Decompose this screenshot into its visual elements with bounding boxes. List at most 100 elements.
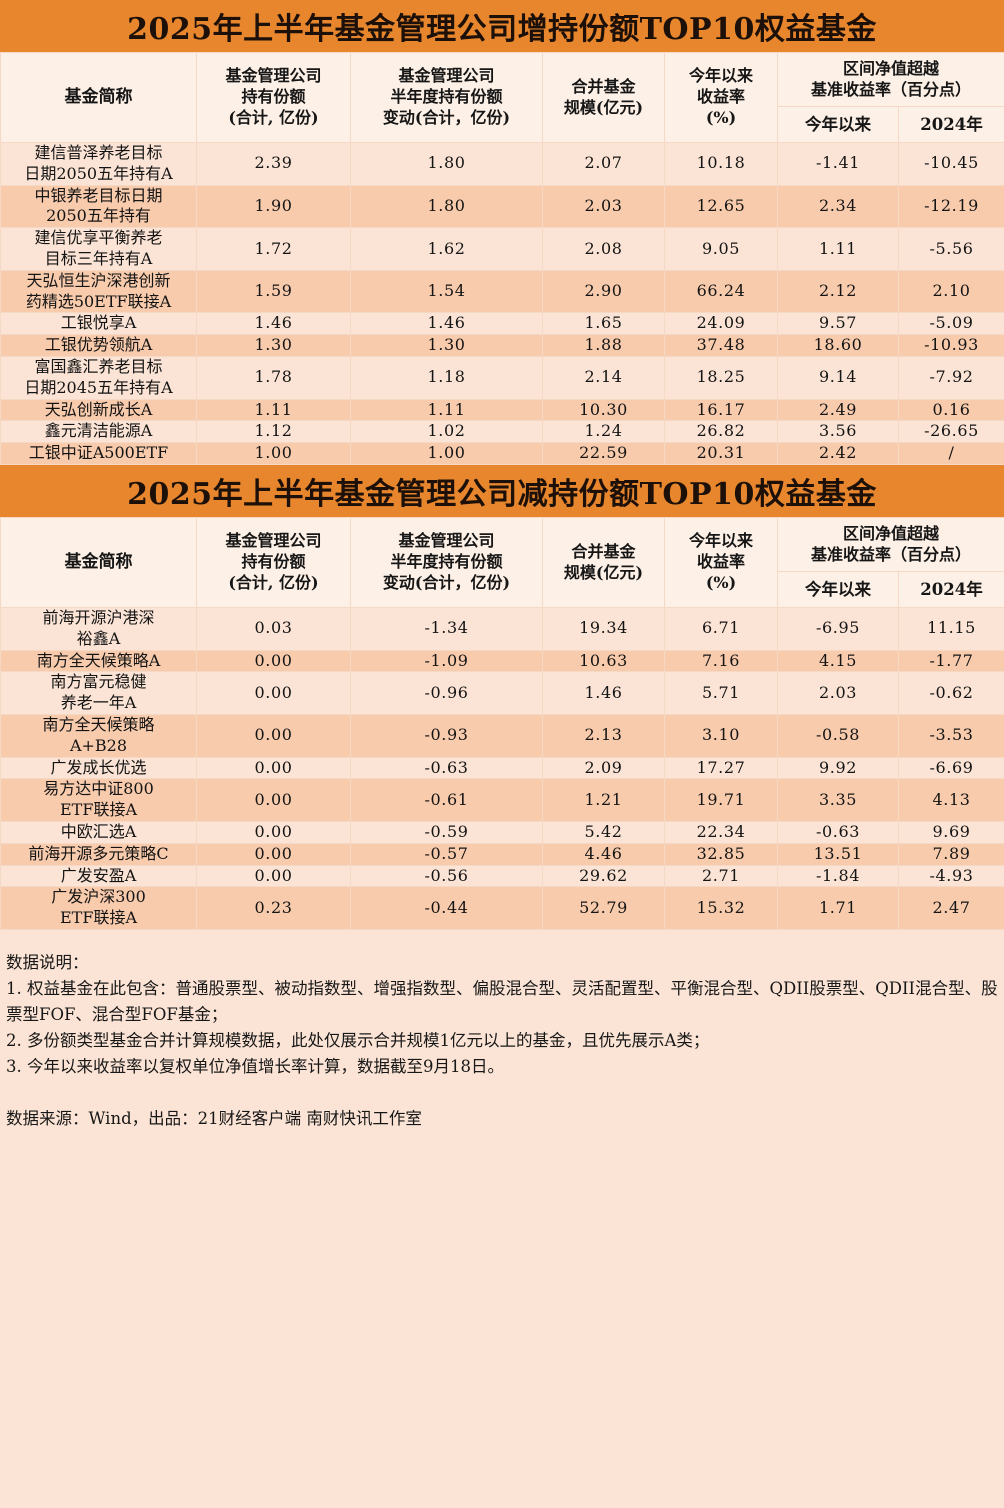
cell-holding: 1.90	[196, 184, 351, 229]
cell-change: 1.46	[350, 312, 543, 336]
cell-scale: 52.79	[542, 886, 665, 930]
table-row: 天弘创新成长A 1.11 1.11 10.30 16.17 2.49 0.16	[0, 398, 1004, 422]
cell-holding: 1.72	[196, 227, 351, 271]
table-row: 广发沪深300 ETF联接A 0.23 -0.44 52.79 15.32 1.…	[0, 886, 1004, 930]
th-ytd-return: 今年以来 收益率 (%)	[664, 516, 778, 609]
cell-holding: 0.00	[196, 778, 351, 822]
cell-excess-ytd: -6.95	[777, 607, 899, 651]
cell-excess-ytd: 4.15	[777, 649, 899, 673]
th-fund-scale: 合并基金 规模(亿元)	[542, 51, 665, 144]
cell-ytd: 3.10	[664, 714, 778, 758]
cell-fund-name: 易方达中证800 ETF联接A	[0, 778, 197, 822]
th-holding-shares: 基金管理公司 持有份额 (合计, 亿份)	[196, 51, 351, 144]
cell-scale: 2.90	[542, 269, 665, 314]
table-row: 易方达中证800 ETF联接A 0.00 -0.61 1.21 19.71 3.…	[0, 778, 1004, 822]
cell-ytd: 26.82	[664, 420, 778, 444]
th-fund-name: 基金简称	[0, 51, 197, 144]
notes-spacer	[6, 1080, 998, 1106]
cell-change: -1.34	[350, 607, 543, 651]
notes-heading: 数据说明：	[6, 952, 89, 972]
table-1-title-banner: 2025年上半年基金管理公司增持份额TOP10权益基金	[0, 0, 1004, 52]
cell-excess-ytd: -1.41	[777, 142, 899, 186]
cell-holding: 0.00	[196, 864, 351, 888]
table-2-decrease-top10: 基金简称 基金管理公司 持有份额 (合计, 亿份) 基金管理公司 半年度持有份额…	[0, 516, 1004, 930]
cell-ytd: 15.32	[664, 886, 778, 930]
cell-change: 1.30	[350, 334, 543, 357]
cell-ytd: 6.71	[664, 607, 778, 651]
cell-holding: 0.23	[196, 886, 351, 930]
cell-change: 1.80	[350, 184, 543, 229]
cell-holding: 2.39	[196, 142, 351, 186]
cell-fund-name: 建信优享平衡养老 目标三年持有A	[0, 227, 197, 271]
cell-change: -0.93	[350, 714, 543, 758]
table-1-head: 基金简称 基金管理公司 持有份额 (合计, 亿份) 基金管理公司 半年度持有份额…	[0, 51, 1004, 144]
th-excess-2024: 2024年	[897, 570, 1004, 609]
cell-excess-ytd: 13.51	[777, 842, 899, 866]
cell-excess-ytd: 1.11	[777, 227, 899, 271]
table-2-header-row-2: 今年以来 2024年	[1, 570, 1004, 609]
cell-excess-ytd: 2.49	[777, 398, 899, 422]
table-row: 富国鑫汇养老目标 日期2045五年持有A 1.78 1.18 2.14 18.2…	[0, 356, 1004, 400]
cell-excess-2024: 2.10	[897, 269, 1004, 314]
cell-excess-2024: -12.19	[897, 184, 1004, 229]
table-1-body: 建信普泽养老目标 日期2050五年持有A 2.39 1.80 2.07 10.1…	[0, 142, 1004, 465]
cell-holding: 0.00	[196, 671, 351, 715]
cell-excess-2024: -10.45	[897, 142, 1004, 186]
table-row: 南方全天候策略A 0.00 -1.09 10.63 7.16 4.15 -1.7…	[0, 649, 1004, 673]
cell-ytd: 37.48	[664, 334, 778, 357]
cell-scale: 1.65	[542, 312, 665, 336]
cell-excess-2024: -5.56	[897, 227, 1004, 271]
table-row: 中欧汇选A 0.00 -0.59 5.42 22.34 -0.63 9.69	[0, 820, 1004, 844]
table-row: 天弘恒生沪深港创新 药精选50ETF联接A 1.59 1.54 2.90 66.…	[0, 269, 1004, 314]
cell-excess-ytd: 2.42	[777, 442, 899, 465]
cell-excess-ytd: 2.03	[777, 671, 899, 715]
cell-change: 1.11	[350, 398, 543, 422]
cell-scale: 1.21	[542, 778, 665, 822]
table-2-body: 前海开源沪港深 裕鑫A 0.03 -1.34 19.34 6.71 -6.95 …	[0, 607, 1004, 930]
cell-holding: 1.12	[196, 420, 351, 444]
table-row: 南方富元稳健 养老一年A 0.00 -0.96 1.46 5.71 2.03 -…	[0, 671, 1004, 715]
cell-fund-name: 工银悦享A	[0, 312, 197, 336]
cell-change: -0.44	[350, 886, 543, 930]
cell-excess-ytd: 2.34	[777, 184, 899, 229]
cell-scale: 2.14	[542, 356, 665, 400]
th-excess-ytd: 今年以来	[777, 105, 899, 144]
cell-fund-name: 建信普泽养老目标 日期2050五年持有A	[0, 142, 197, 186]
cell-ytd: 2.71	[664, 864, 778, 888]
cell-fund-name: 中银养老目标日期 2050五年持有	[0, 184, 197, 229]
cell-excess-2024: -10.93	[897, 334, 1004, 357]
data-source-line: 数据来源：Wind，出品：21财经客户端 南财快讯工作室	[6, 1109, 422, 1129]
cell-ytd: 19.71	[664, 778, 778, 822]
cell-excess-2024: -4.93	[897, 864, 1004, 888]
cell-excess-2024: /	[897, 442, 1004, 465]
table-row: 鑫元清洁能源A 1.12 1.02 1.24 26.82 3.56 -26.65	[0, 420, 1004, 444]
th-ytd-return: 今年以来 收益率 (%)	[664, 51, 778, 144]
notes-line-2: 2. 多份额类型基金合并计算规模数据，此处仅展示合并规模1亿元以上的基金，且优先…	[6, 1031, 710, 1051]
cell-holding: 0.00	[196, 649, 351, 673]
cell-excess-ytd: 9.92	[777, 756, 899, 780]
cell-ytd: 5.71	[664, 671, 778, 715]
cell-fund-name: 工银中证A500ETF	[0, 442, 197, 465]
table-row: 前海开源沪港深 裕鑫A 0.03 -1.34 19.34 6.71 -6.95 …	[0, 607, 1004, 651]
th-excess-return-group: 区间净值超越 基准收益率（百分点）	[776, 516, 1004, 572]
table-row: 工银中证A500ETF 1.00 1.00 22.59 20.31 2.42 /	[0, 442, 1004, 465]
cell-holding: 1.00	[196, 442, 351, 465]
cell-change: 1.02	[350, 420, 543, 444]
cell-change: 1.18	[350, 356, 543, 400]
cell-fund-name: 广发沪深300 ETF联接A	[0, 886, 197, 930]
cell-excess-2024: 4.13	[897, 778, 1004, 822]
cell-ytd: 24.09	[664, 312, 778, 336]
cell-fund-name: 前海开源沪港深 裕鑫A	[0, 607, 197, 651]
th-excess-2024: 2024年	[897, 105, 1004, 144]
cell-change: 1.54	[350, 269, 543, 314]
cell-excess-2024: -7.92	[897, 356, 1004, 400]
notes-line-1: 1. 权益基金在此包含：普通股票型、被动指数型、增强指数型、偏股混合型、灵活配置…	[6, 979, 998, 1025]
table-1-increase-top10: 基金简称 基金管理公司 持有份额 (合计, 亿份) 基金管理公司 半年度持有份额…	[0, 51, 1004, 465]
table-row: 广发安盈A 0.00 -0.56 29.62 2.71 -1.84 -4.93	[0, 864, 1004, 888]
cell-holding: 1.59	[196, 269, 351, 314]
cell-ytd: 66.24	[664, 269, 778, 314]
cell-holding: 0.00	[196, 714, 351, 758]
cell-fund-name: 天弘创新成长A	[0, 398, 197, 422]
cell-scale: 10.30	[542, 398, 665, 422]
cell-change: -0.56	[350, 864, 543, 888]
